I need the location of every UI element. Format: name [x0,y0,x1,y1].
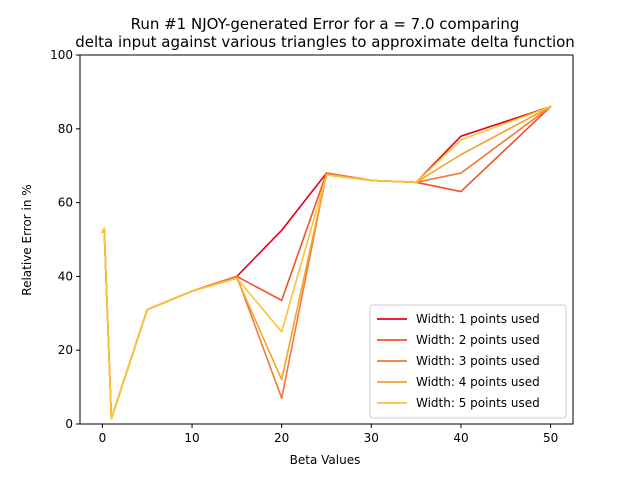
plot-area: 0 10 20 30 40 50 0 20 40 60 80 100 [50,48,574,445]
x-tick-label: 20 [274,431,289,445]
series-line-5 [101,105,552,420]
legend: Width: 1 points used Width: 2 points used… [369,304,567,419]
x-tick-label: 0 [99,431,107,445]
chart-title-line-2: delta input against various triangles to… [75,33,575,51]
chart-title-line-1: Run #1 NJOY-generated Error for a = 7.0 … [131,15,520,33]
y-axis-label: Relative Error in % [20,184,34,295]
y-tick-label: 0 [65,417,73,431]
y-tick-label: 80 [58,122,73,136]
y-tick-label: 100 [50,48,73,62]
y-tick-label: 20 [58,343,73,357]
legend-entry-label: Width: 4 points used [416,375,540,389]
legend-box [369,304,567,419]
x-tick-label: 30 [364,431,379,445]
x-axis-label: Beta Values [290,453,361,467]
x-tick-label: 40 [453,431,468,445]
x-tick-label: 50 [543,431,558,445]
legend-entry-label: Width: 5 points used [416,396,540,410]
legend-entry-label: Width: 1 points used [416,312,540,326]
y-tick-label: 60 [58,196,73,210]
y-tick-label: 40 [58,269,73,283]
axes-frame [79,54,574,425]
x-tick-label: 10 [184,431,199,445]
legend-entry-label: Width: 3 points used [416,354,540,368]
legend-entry-label: Width: 2 points used [416,333,540,347]
